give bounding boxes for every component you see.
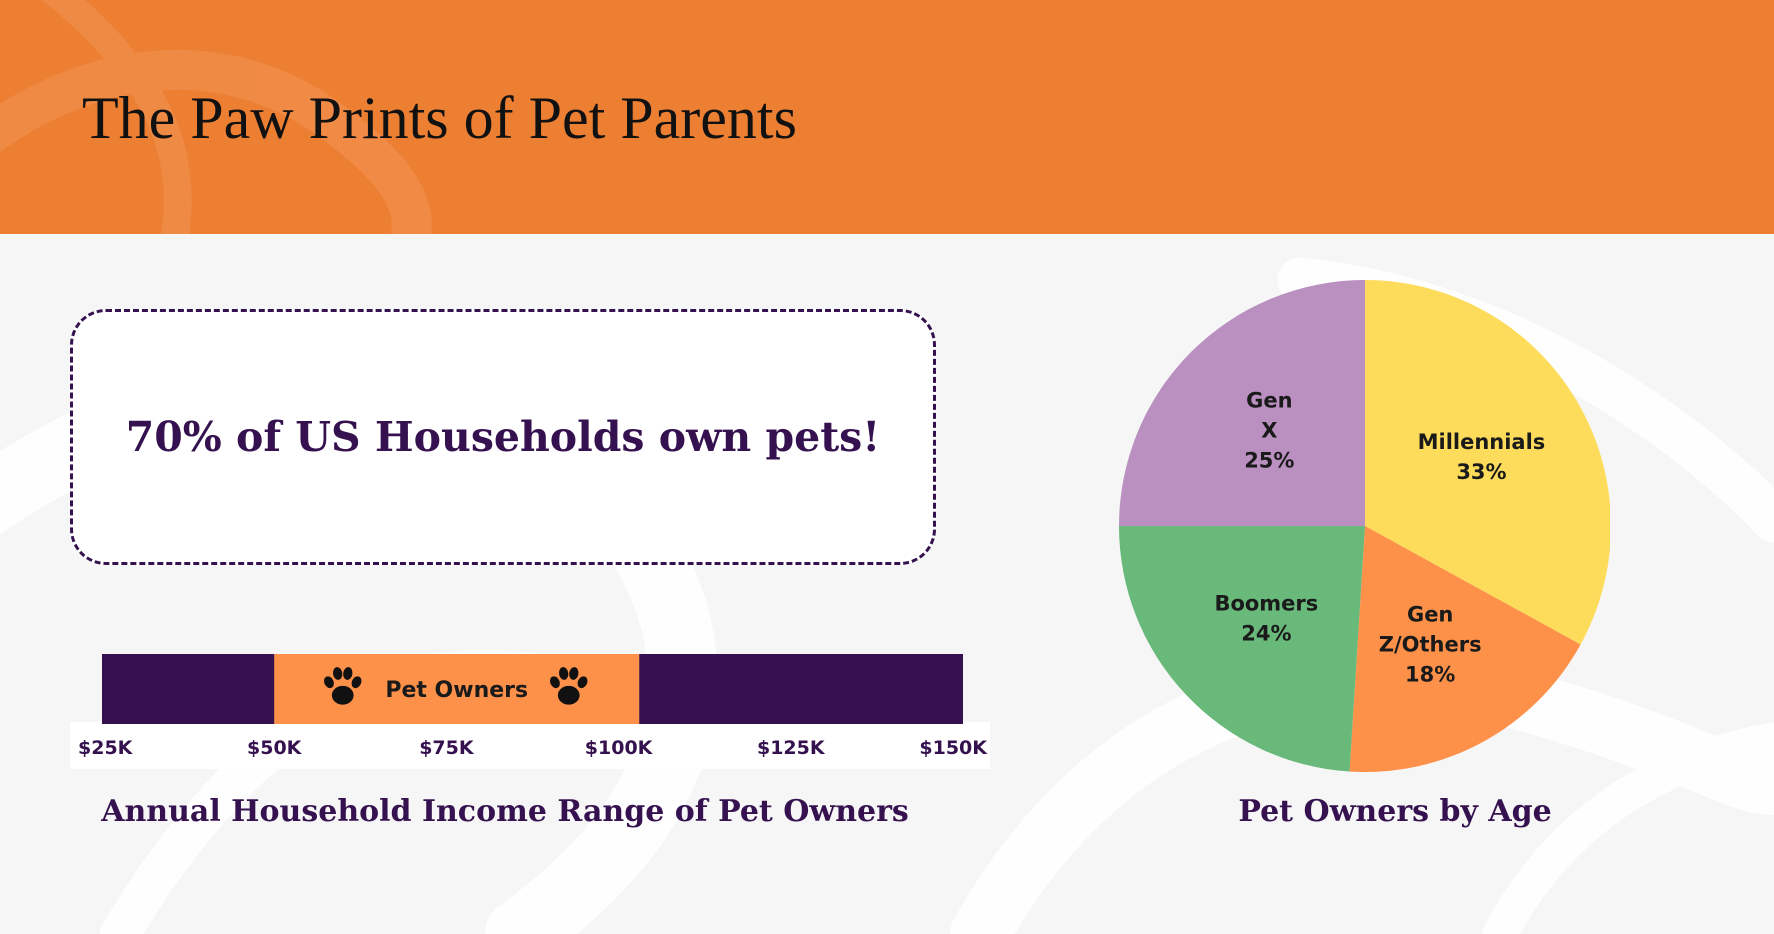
income-tick-label: $25K <box>78 737 134 759</box>
income-tick-label: $150K <box>919 737 988 759</box>
paw-print-icon <box>550 667 588 705</box>
page-title: The Paw Prints of Pet Parents <box>82 85 797 151</box>
pie-label-millennials: Millennials 33% <box>1418 430 1546 484</box>
pie-label-gen-z-others: Gen Z/Others 18% <box>1379 603 1482 687</box>
income-tick-label: $125K <box>757 737 826 759</box>
pie-label-gen-x: Gen X 25% <box>1244 388 1294 472</box>
pie-slice-gen-x <box>1119 280 1365 526</box>
income-tick-label: $50K <box>247 737 303 759</box>
pet-owners-band-label: Pet Owners <box>385 678 528 703</box>
pie-label-boomers: Boomers 24% <box>1214 592 1318 646</box>
header-banner: The Paw Prints of Pet Parents <box>0 0 1774 234</box>
income-tick-label: $75K <box>419 737 475 759</box>
pie-slice-millennials <box>1365 280 1610 645</box>
pie-slice-gen-z-others <box>1349 526 1581 772</box>
pie-chart-title: Pet Owners by Age <box>1238 794 1552 829</box>
pie-slice-boomers <box>1119 526 1365 772</box>
tick-label-strip <box>70 722 990 769</box>
paw-print-icon <box>324 667 362 705</box>
income-tick-label: $100K <box>585 737 654 759</box>
income-range-chart: Pet Owners $25K $50K $75K $100K $125K $150K <box>70 654 990 769</box>
income-chart-title: Annual Household Income Range of Pet Own… <box>101 794 909 829</box>
stat-callout-box: 70% of US Households own pets! <box>70 309 936 565</box>
age-pie-chart: Millennials 33% Gen Z/Others 18% Boomers 24% Ge… <box>1119 280 1610 772</box>
stat-headline: 70% of US Households own pets! <box>125 413 881 461</box>
header-brush-strokes <box>0 0 432 234</box>
